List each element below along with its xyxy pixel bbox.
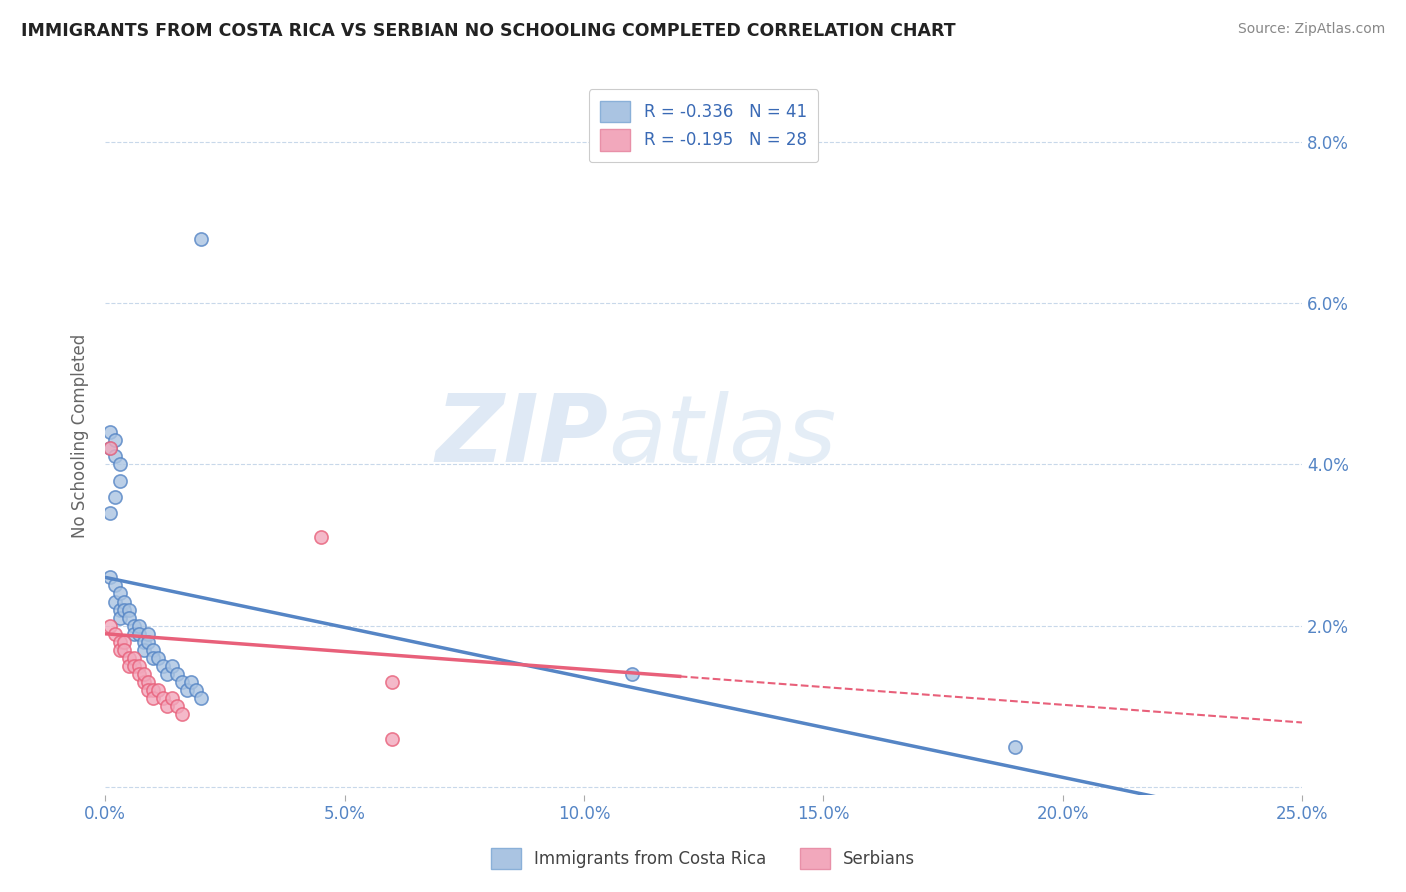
Point bbox=[160, 691, 183, 706]
Point bbox=[620, 667, 643, 681]
Point bbox=[146, 651, 169, 665]
Text: atlas: atlas bbox=[607, 391, 837, 482]
Point bbox=[98, 506, 121, 520]
Point bbox=[128, 627, 150, 641]
Point bbox=[160, 659, 183, 673]
Point bbox=[118, 602, 141, 616]
Point bbox=[98, 442, 121, 456]
Point bbox=[142, 691, 165, 706]
Point bbox=[381, 675, 404, 690]
Point bbox=[118, 610, 141, 624]
Text: Source: ZipAtlas.com: Source: ZipAtlas.com bbox=[1237, 22, 1385, 37]
Point bbox=[132, 643, 155, 657]
Point bbox=[98, 442, 121, 456]
Legend: R = -0.336   N = 41, R = -0.195   N = 28: R = -0.336 N = 41, R = -0.195 N = 28 bbox=[589, 89, 818, 162]
Point bbox=[108, 643, 131, 657]
Point bbox=[136, 635, 159, 649]
Point bbox=[170, 707, 193, 722]
Point bbox=[142, 651, 165, 665]
Point bbox=[108, 474, 131, 488]
Point bbox=[309, 530, 332, 544]
Point bbox=[136, 683, 159, 698]
Point bbox=[132, 635, 155, 649]
Text: ZIP: ZIP bbox=[434, 391, 607, 483]
Point bbox=[180, 675, 202, 690]
Point bbox=[104, 434, 127, 448]
Point bbox=[166, 699, 188, 714]
Point bbox=[108, 586, 131, 600]
Legend: Immigrants from Costa Rica, Serbians: Immigrants from Costa Rica, Serbians bbox=[481, 838, 925, 880]
Point bbox=[118, 659, 141, 673]
Y-axis label: No Schooling Completed: No Schooling Completed bbox=[72, 334, 89, 539]
Point bbox=[104, 450, 127, 464]
Point bbox=[176, 683, 198, 698]
Point bbox=[108, 458, 131, 472]
Point bbox=[128, 659, 150, 673]
Point bbox=[108, 602, 131, 616]
Point bbox=[98, 618, 121, 632]
Point bbox=[156, 667, 179, 681]
Point bbox=[1004, 739, 1026, 754]
Point bbox=[142, 643, 165, 657]
Point bbox=[152, 659, 174, 673]
Point bbox=[112, 635, 135, 649]
Point bbox=[104, 594, 127, 608]
Point bbox=[190, 691, 212, 706]
Point bbox=[166, 667, 188, 681]
Point bbox=[104, 578, 127, 592]
Point bbox=[112, 594, 135, 608]
Point bbox=[112, 602, 135, 616]
Point bbox=[108, 610, 131, 624]
Point bbox=[98, 425, 121, 440]
Point bbox=[118, 651, 141, 665]
Point bbox=[104, 490, 127, 504]
Point bbox=[136, 627, 159, 641]
Point bbox=[122, 659, 145, 673]
Point bbox=[104, 627, 127, 641]
Point bbox=[128, 667, 150, 681]
Point bbox=[122, 618, 145, 632]
Point bbox=[122, 627, 145, 641]
Point bbox=[156, 699, 179, 714]
Point bbox=[381, 731, 404, 746]
Point bbox=[190, 232, 212, 246]
Point bbox=[98, 570, 121, 584]
Point bbox=[152, 691, 174, 706]
Point bbox=[132, 667, 155, 681]
Point bbox=[112, 643, 135, 657]
Point bbox=[186, 683, 208, 698]
Point bbox=[128, 618, 150, 632]
Point bbox=[122, 651, 145, 665]
Text: IMMIGRANTS FROM COSTA RICA VS SERBIAN NO SCHOOLING COMPLETED CORRELATION CHART: IMMIGRANTS FROM COSTA RICA VS SERBIAN NO… bbox=[21, 22, 956, 40]
Point bbox=[142, 683, 165, 698]
Point bbox=[170, 675, 193, 690]
Point bbox=[146, 683, 169, 698]
Point bbox=[108, 635, 131, 649]
Point bbox=[132, 675, 155, 690]
Point bbox=[136, 675, 159, 690]
